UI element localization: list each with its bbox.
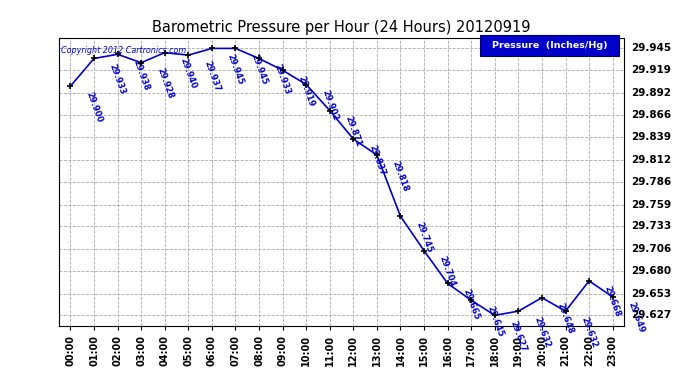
Text: 29.653: 29.653: [631, 288, 671, 298]
Text: 29.938: 29.938: [132, 58, 151, 92]
Text: 29.680: 29.680: [631, 266, 671, 276]
Text: 29.632: 29.632: [532, 315, 552, 349]
Text: 29.892: 29.892: [631, 88, 671, 98]
Text: 29.745: 29.745: [415, 220, 434, 254]
Text: 29.704: 29.704: [438, 255, 457, 288]
Text: 29.933: 29.933: [273, 63, 293, 96]
Text: 29.665: 29.665: [462, 288, 481, 321]
Text: 29.812: 29.812: [631, 155, 671, 165]
Text: 29.645: 29.645: [485, 304, 504, 338]
Text: 29.900: 29.900: [84, 90, 103, 124]
Text: 29.706: 29.706: [631, 244, 671, 254]
Text: 29.919: 29.919: [297, 74, 316, 108]
Text: 29.648: 29.648: [556, 302, 575, 335]
Text: 29.786: 29.786: [631, 177, 671, 187]
Text: 29.627: 29.627: [509, 320, 529, 353]
Text: Pressure  (Inches/Hg): Pressure (Inches/Hg): [492, 41, 607, 50]
Title: Barometric Pressure per Hour (24 Hours) 20120919: Barometric Pressure per Hour (24 Hours) …: [152, 20, 531, 35]
Text: 29.759: 29.759: [631, 200, 671, 210]
Text: 29.733: 29.733: [631, 221, 671, 231]
Text: 29.919: 29.919: [631, 65, 671, 75]
Text: 29.940: 29.940: [179, 57, 198, 90]
Text: 29.866: 29.866: [631, 110, 671, 120]
Text: 29.627: 29.627: [631, 310, 671, 320]
Text: 29.928: 29.928: [155, 67, 175, 100]
Text: 29.871: 29.871: [344, 115, 363, 148]
Text: 29.818: 29.818: [391, 159, 411, 193]
Text: 29.933: 29.933: [108, 63, 128, 96]
Text: 29.632: 29.632: [580, 315, 599, 349]
Text: 29.649: 29.649: [627, 301, 646, 334]
Text: 29.945: 29.945: [249, 53, 269, 86]
Text: 29.837: 29.837: [367, 143, 386, 177]
Text: Copyright 2012 Cartronics.com: Copyright 2012 Cartronics.com: [61, 46, 186, 55]
Text: 29.945: 29.945: [226, 53, 246, 86]
Text: 29.902: 29.902: [320, 88, 339, 122]
Text: 29.945: 29.945: [631, 44, 671, 53]
FancyBboxPatch shape: [480, 36, 619, 56]
Text: 29.839: 29.839: [631, 132, 671, 142]
Text: 29.937: 29.937: [202, 59, 221, 93]
Text: 29.668: 29.668: [603, 285, 622, 319]
